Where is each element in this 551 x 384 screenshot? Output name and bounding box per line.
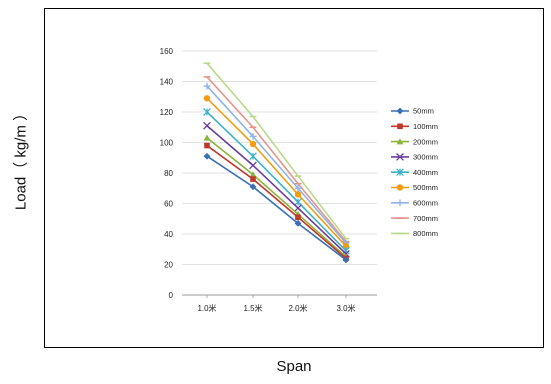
series-700mm [203, 76, 350, 243]
y-tick-label: 20 [164, 261, 173, 270]
data-point [203, 108, 211, 116]
x-tick-label: 1.0米 [197, 303, 216, 313]
legend-item: 200mm [391, 137, 438, 146]
legend-item: 300mm [391, 153, 438, 162]
legend-label: 50mm [413, 107, 434, 116]
data-point [203, 152, 211, 160]
series-line [206, 62, 347, 240]
legend-item: 400mm [391, 168, 438, 177]
legend-item: 50mm [391, 107, 434, 116]
data-point [203, 134, 211, 141]
data-point [294, 191, 302, 198]
y-tick-label: 140 [160, 78, 174, 87]
legend-label: 400mm [413, 168, 438, 177]
data-point [249, 183, 257, 191]
gridlines [182, 50, 377, 265]
legend-marker [396, 184, 404, 191]
legend-marker [396, 168, 404, 177]
data-point [342, 243, 350, 250]
legend-label: 200mm [413, 137, 438, 146]
x-tick-label: 3.0米 [336, 303, 355, 313]
data-point [342, 256, 350, 264]
series-800mm [203, 62, 350, 240]
legend-label: 300mm [413, 153, 438, 162]
data-series [203, 62, 350, 264]
data-point [295, 214, 301, 221]
x-axis-label: Span [276, 358, 312, 375]
series-200mm [203, 134, 350, 260]
legend-marker [396, 199, 404, 207]
chart-frame: 0 20 40 60 80 100 120 140 160 1.0米 1.5米 2.0米 3.0米 50… [44, 8, 544, 348]
series-400mm [203, 108, 350, 255]
series-line [206, 85, 347, 244]
legend-marker [396, 107, 404, 115]
axes: 0 20 40 60 80 100 120 140 160 1.0米 1.5米 2.0米 3.0米 [160, 47, 377, 313]
data-point [203, 95, 211, 102]
series-line [206, 76, 347, 243]
legend-item: 800mm [391, 229, 438, 238]
y-tick-label: 0 [169, 291, 174, 300]
legend-marker [397, 123, 403, 130]
data-point [294, 198, 302, 206]
series-line [206, 97, 347, 247]
legend-item: 500mm [391, 183, 438, 192]
x-tick-label: 2.0米 [288, 303, 307, 313]
legend-label: 800mm [413, 229, 438, 238]
series-line [206, 144, 347, 260]
y-tick-label: 100 [160, 139, 174, 148]
series-600mm [203, 82, 350, 247]
data-point [203, 82, 211, 90]
data-point [249, 171, 257, 178]
data-point [203, 121, 211, 130]
data-point [294, 204, 302, 212]
y-tick-label: 60 [164, 200, 173, 209]
y-axis-label: Load（ kg/m ） [12, 105, 30, 211]
y-tick-label: 80 [164, 169, 173, 178]
data-point [294, 184, 302, 192]
series-line [206, 111, 347, 252]
legend-item: 600mm [391, 199, 438, 208]
series-line [206, 137, 347, 258]
legend-marker [396, 153, 404, 161]
x-tick-label: 1.5米 [243, 303, 262, 313]
legend-label: 600mm [413, 199, 438, 208]
legend-label: 100mm [413, 122, 438, 131]
data-point [249, 133, 257, 140]
data-point [249, 140, 257, 148]
y-tick-label: 120 [160, 108, 174, 117]
data-point [249, 152, 257, 161]
legend-label: 700mm [413, 214, 438, 223]
line-chart: 0 20 40 60 80 100 120 140 160 1.0米 1.5米 2.0米 3.0米 50… [160, 47, 438, 313]
series-line [206, 155, 347, 261]
legend-marker [396, 138, 404, 145]
series-100mm [204, 142, 349, 262]
legend-item: 100mm [391, 122, 438, 131]
data-point [249, 161, 257, 170]
legend: 50mm 100mm 200mm 300mm 400mm 500mm 600mm 700mm 8… [391, 107, 438, 238]
y-tick-label: 40 [164, 230, 173, 239]
series-line [206, 125, 347, 255]
legend-item: 700mm [391, 214, 438, 223]
series-500mm [203, 95, 350, 250]
y-tick-label: 160 [160, 47, 174, 56]
data-point [250, 176, 256, 182]
legend-label: 500mm [413, 183, 438, 192]
data-point [204, 142, 210, 149]
